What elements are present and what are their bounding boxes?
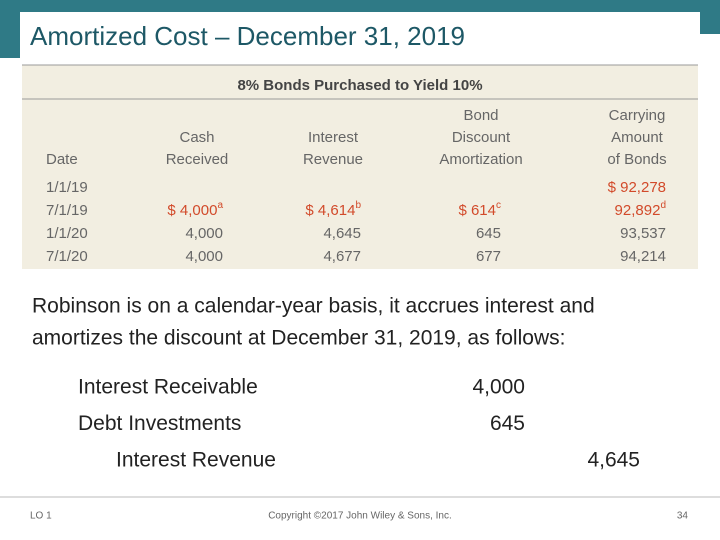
footnote-mark: a [217,200,223,211]
column-header: Bond [463,107,498,124]
value-cell: $ 4,000a [167,200,223,219]
body-text: Robinson is on a calendar-year basis, it… [32,295,595,318]
column-header: Amount [611,129,664,146]
debit: 645 [490,412,525,435]
date-cell: 7/1/19 [46,202,88,219]
footnote-mark: d [660,200,666,211]
value-cell: $ 92,278 [608,179,666,196]
copyright: Copyright ©2017 John Wiley & Sons, Inc. [268,511,452,522]
value-text: 92,892 [615,202,661,219]
column-header: of Bonds [607,151,666,168]
value-cell: 677 [476,248,501,265]
value-cell: 4,677 [323,248,361,265]
table-title: 8% Bonds Purchased to Yield 10% [237,77,482,94]
account: Debt Investments [78,412,241,435]
value-cell: 94,214 [620,248,666,265]
column-header: Revenue [303,151,363,168]
column-header: Discount [452,129,511,146]
column-header: Received [166,151,229,168]
value-cell: 4,645 [323,225,361,242]
debit: 4,000 [472,376,525,399]
column-header: Date [46,151,78,168]
slide-title: Amortized Cost – December 31, 2019 [30,21,465,51]
footnote-mark: b [355,200,361,211]
value-cell: 4,000 [185,248,223,265]
value-cell: 93,537 [620,225,666,242]
credit: 4,645 [587,449,640,472]
column-header: Carrying [609,107,666,124]
top-bar [0,0,720,12]
left-accent [0,0,20,58]
value-text: $ 614 [458,202,496,219]
date-cell: 7/1/20 [46,248,88,265]
lo: LO 1 [30,511,52,522]
value-text: $ 4,614 [305,202,355,219]
date-cell: 1/1/19 [46,179,88,196]
page-number: 34 [677,511,689,522]
account: Interest Revenue [116,449,276,472]
footnote-mark: c [496,200,501,211]
value-cell: $ 614c [458,200,501,219]
date-cell: 1/1/20 [46,225,88,242]
value-cell: 645 [476,225,501,242]
account: Interest Receivable [78,376,258,399]
value-cell: 4,000 [185,225,223,242]
value-text: $ 4,000 [167,202,217,219]
value-cell: $ 4,614b [305,200,361,219]
right-accent [700,0,720,34]
value-cell: 92,892d [615,200,666,219]
column-header: Interest [308,129,359,146]
column-header: Amortization [439,151,522,168]
column-header: Cash [179,129,214,146]
body-text: amortizes the discount at December 31, 2… [32,327,565,350]
